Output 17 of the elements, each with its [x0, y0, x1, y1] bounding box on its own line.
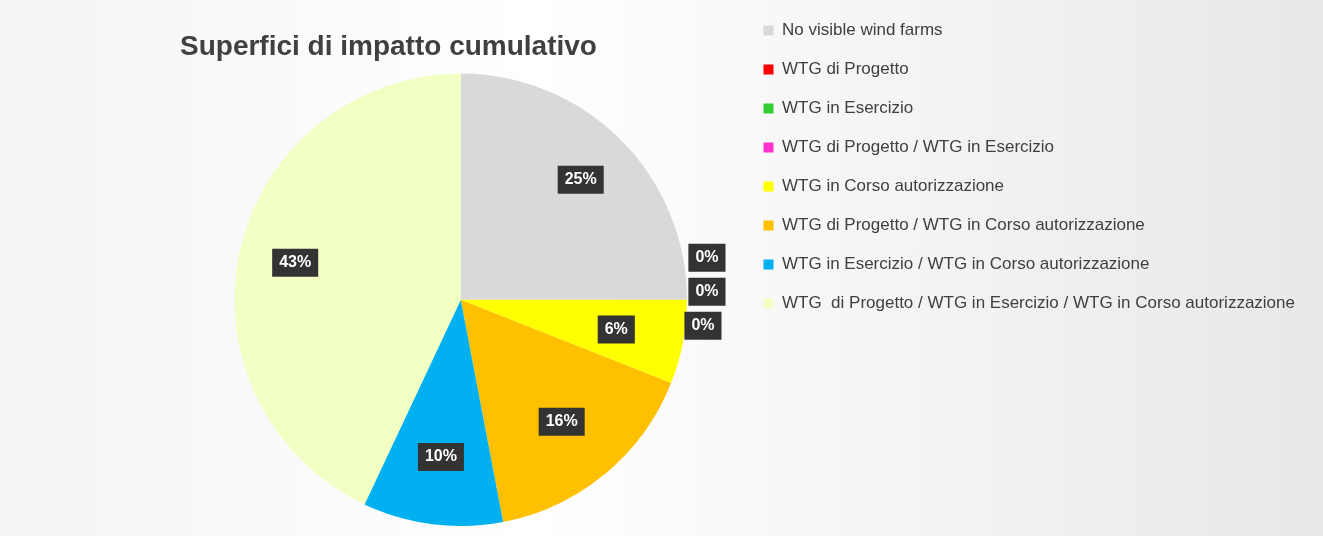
data-label: 43%	[279, 253, 312, 271]
text: 0%	[691, 316, 715, 334]
data-label: 16%	[545, 412, 578, 430]
legend-label: No visible wind farms	[782, 20, 943, 40]
chart-title: Superfici di impatto cumulativo	[180, 29, 597, 61]
data-label: 6%	[604, 319, 628, 337]
legend-label: WTG di Progetto / WTG in Esercizio	[782, 137, 1055, 157]
legend-label: WTG di Progetto / WTG in Esercizio / WTG in Corso autorizzazione	[782, 293, 1295, 313]
data-label: 25%	[564, 170, 597, 188]
legend-label: WTG in Esercizio	[782, 98, 914, 118]
legend-label: WTG di Progetto	[782, 59, 909, 79]
legend-label: WTG di Progetto / WTG in Corso autorizzazione	[782, 215, 1145, 235]
legend-label: WTG in Corso autorizzazione	[782, 176, 1005, 196]
legend-label: WTG in Esercizio / WTG in Corso autorizzazione	[782, 254, 1150, 274]
data-label: 10%	[424, 447, 457, 465]
text: 0%	[695, 282, 719, 300]
text: 0%	[695, 248, 719, 266]
